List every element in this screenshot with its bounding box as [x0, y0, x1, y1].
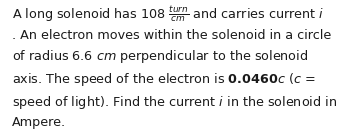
Text: A long solenoid has 108 $\frac{\mathit{turn}}{\mathit{cm}}$ and carries current : A long solenoid has 108 $\frac{\mathit{t… [12, 4, 337, 129]
